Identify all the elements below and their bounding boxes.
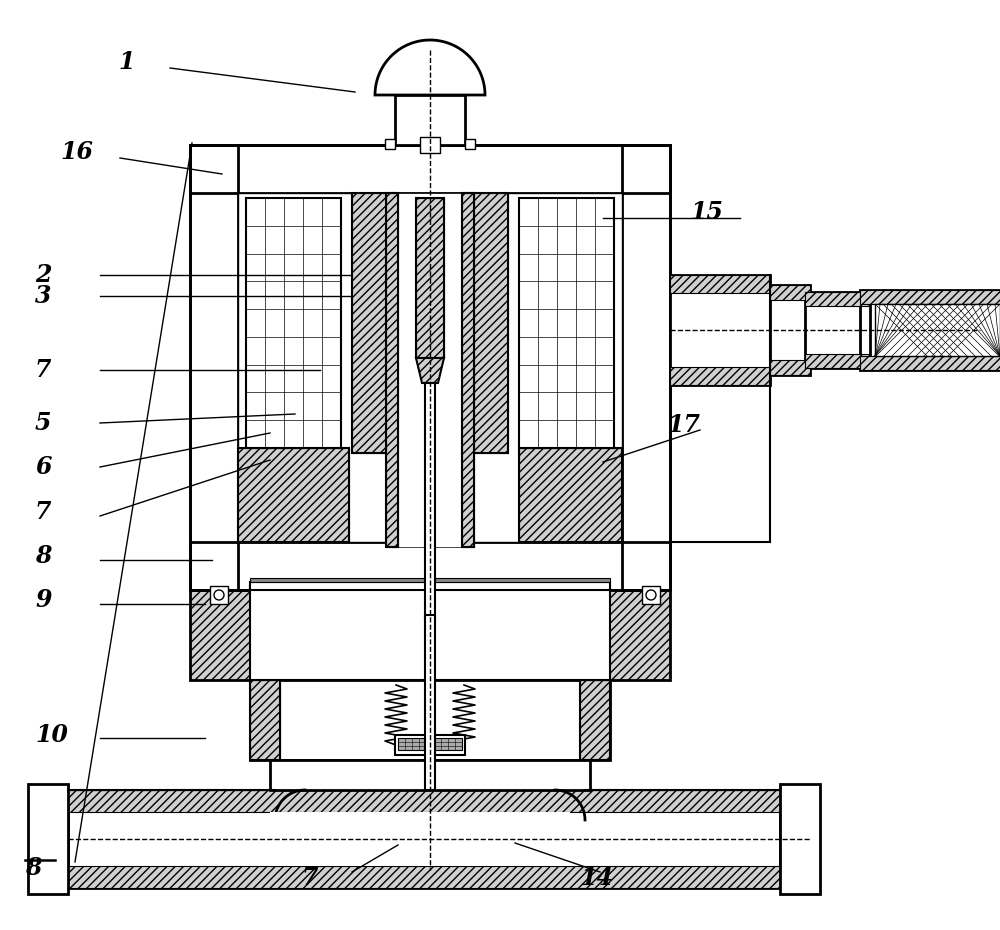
Bar — [805, 354, 870, 368]
Bar — [434, 738, 462, 750]
Bar — [395, 95, 465, 145]
Bar — [190, 145, 670, 590]
Bar — [622, 145, 670, 590]
Bar — [447, 95, 465, 145]
Text: 3: 3 — [35, 284, 52, 308]
Text: 8: 8 — [35, 544, 52, 568]
Bar — [420, 137, 440, 153]
Text: 9: 9 — [35, 588, 52, 612]
Text: 5: 5 — [35, 411, 52, 435]
Bar — [68, 866, 780, 888]
Bar — [425, 615, 435, 790]
Bar — [860, 356, 1000, 370]
Bar — [398, 193, 462, 547]
Text: 1: 1 — [118, 50, 134, 74]
Bar — [190, 590, 670, 680]
Bar — [386, 193, 398, 547]
Bar — [416, 198, 444, 358]
Bar — [519, 448, 622, 542]
Text: 15: 15 — [690, 200, 723, 224]
Bar — [870, 298, 1000, 362]
Bar — [246, 198, 341, 448]
Bar — [68, 790, 780, 888]
Bar — [770, 285, 810, 300]
Bar — [805, 292, 870, 368]
Bar — [770, 360, 810, 375]
Circle shape — [214, 590, 224, 600]
Bar — [395, 95, 413, 145]
Bar — [190, 145, 670, 193]
Bar — [670, 367, 770, 385]
Bar — [28, 784, 68, 806]
Bar — [238, 448, 349, 542]
Bar — [190, 145, 238, 590]
Text: 14: 14 — [580, 866, 613, 890]
Text: 6: 6 — [35, 455, 52, 479]
Text: 7: 7 — [35, 500, 52, 524]
Bar — [642, 586, 660, 604]
Bar — [875, 304, 1000, 356]
Bar — [190, 145, 670, 193]
Bar — [580, 680, 610, 760]
Bar — [250, 585, 610, 680]
Text: 17: 17 — [667, 413, 700, 437]
Bar — [519, 448, 622, 542]
Bar — [398, 738, 426, 750]
Bar — [780, 784, 820, 894]
Bar — [780, 872, 820, 894]
Bar — [250, 680, 610, 760]
Bar — [190, 145, 238, 590]
Bar — [385, 139, 395, 149]
Bar — [28, 784, 68, 894]
Bar — [770, 285, 810, 375]
Bar — [465, 139, 475, 149]
Bar — [190, 590, 670, 680]
Bar — [386, 193, 398, 547]
Bar — [780, 784, 820, 806]
Bar — [425, 383, 435, 620]
Bar — [68, 790, 780, 812]
Bar — [270, 812, 570, 866]
Bar — [28, 872, 68, 894]
Polygon shape — [375, 40, 485, 95]
Bar — [250, 578, 610, 582]
Bar — [462, 193, 474, 547]
Bar — [190, 542, 670, 590]
Bar — [416, 198, 444, 358]
Text: 7: 7 — [302, 866, 318, 890]
Bar — [860, 290, 1000, 304]
Circle shape — [646, 590, 656, 600]
Text: 10: 10 — [35, 723, 68, 747]
Bar — [238, 448, 349, 542]
Text: 16: 16 — [60, 140, 93, 164]
Bar — [580, 680, 610, 760]
Text: 8: 8 — [25, 856, 42, 880]
Bar — [250, 680, 280, 760]
Bar — [464, 193, 508, 453]
Bar — [670, 275, 770, 385]
Bar — [352, 193, 396, 453]
Bar — [805, 292, 870, 306]
Bar — [519, 198, 614, 448]
Bar — [860, 290, 1000, 370]
Bar — [464, 193, 508, 453]
Bar — [670, 275, 770, 293]
Bar — [352, 193, 396, 453]
Bar — [238, 193, 622, 542]
Bar — [270, 760, 590, 790]
Text: 2: 2 — [35, 263, 52, 287]
Bar — [210, 586, 228, 604]
Bar — [250, 582, 610, 590]
Bar — [622, 145, 670, 590]
Polygon shape — [416, 358, 444, 383]
Bar — [250, 680, 280, 760]
Bar — [462, 193, 474, 547]
Bar — [395, 735, 465, 755]
Text: 7: 7 — [35, 358, 52, 382]
Bar — [190, 542, 670, 590]
